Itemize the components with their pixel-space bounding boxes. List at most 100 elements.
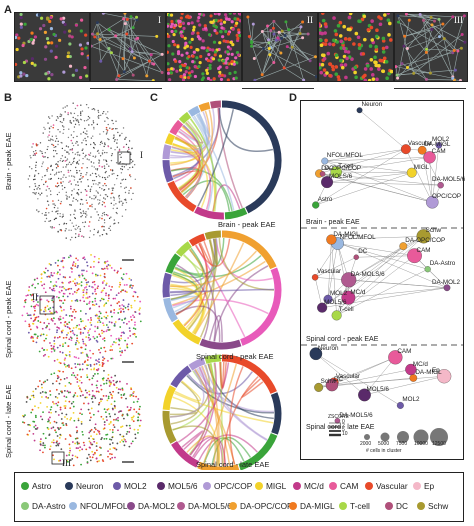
network-node-label: DA-MOL2 xyxy=(432,278,460,286)
network-node-label: DC xyxy=(333,376,344,384)
legend-item: DC xyxy=(385,501,408,511)
d-label-sc-late: Spinal cord - late EAE xyxy=(306,424,375,431)
network-panel xyxy=(300,100,464,460)
zscore-legend-value: 10 xyxy=(342,431,348,437)
size-legend-value: 5000 xyxy=(378,441,390,447)
network-node-label: DA-MOL5/6 xyxy=(432,176,466,184)
network-node-label: Vascular xyxy=(407,140,432,148)
legend-item: Ep xyxy=(413,481,434,491)
network-node-label: Ep xyxy=(432,367,440,375)
network-node-label: MIGL xyxy=(413,163,430,171)
network-node-label: T-cell xyxy=(338,306,354,314)
legend-label: Vascular xyxy=(376,481,408,491)
network-node-label: DA-MIGL xyxy=(424,141,451,149)
legend-swatch xyxy=(157,482,165,490)
tile-brain-overview xyxy=(14,12,90,82)
legend-item: Schw xyxy=(417,501,448,511)
divider xyxy=(90,88,162,89)
network-node-label: DC xyxy=(324,164,334,172)
network-node-label: MOLS/6 xyxy=(329,173,353,181)
legend-label: OPC/COP xyxy=(214,481,253,491)
network-node-label: MC/d xyxy=(350,288,366,296)
legend-swatch xyxy=(21,482,29,490)
inset-label: III xyxy=(62,458,71,468)
legend-label: DC xyxy=(396,501,408,511)
legend-swatch xyxy=(413,482,421,490)
tile-sc-late-overview xyxy=(318,12,394,82)
b-label-sc-peak: Spinal cord - peak EAE xyxy=(4,280,13,358)
network-node-label: OPC/COP xyxy=(432,193,462,201)
legend-swatch xyxy=(113,482,121,490)
panel-letter-a: A xyxy=(4,4,12,16)
size-legend-value: 12500 xyxy=(432,441,446,447)
network-node-label: Astro xyxy=(317,196,333,203)
network-node-label: MOL5/6 xyxy=(366,385,389,393)
legend-swatch xyxy=(177,502,185,510)
legend-item: DA-MIGL xyxy=(289,501,335,511)
legend-label: DA-MOL5/6 xyxy=(188,501,232,511)
legend-item: NFOL/MFOL xyxy=(69,501,127,511)
b-label-sc-late: Spinal cord - late EAE xyxy=(4,384,13,458)
divider xyxy=(394,88,466,89)
legend-item: Vascular xyxy=(365,481,408,491)
network-node-label: Neuron xyxy=(361,101,383,109)
network-node-label: MOL5/6 xyxy=(324,298,347,306)
legend-label: CAM xyxy=(340,481,359,491)
legend-label: NFOL/MFOL xyxy=(80,501,128,511)
zscore-legend-title: ZSCORE xyxy=(328,414,349,420)
legend-label: Astro xyxy=(32,481,52,491)
legend-swatch xyxy=(69,502,77,510)
tile-label: I xyxy=(158,15,161,25)
zscore-legend-value: 5 xyxy=(342,427,345,433)
legend-swatch xyxy=(417,502,425,510)
legend-item: MOL2 xyxy=(113,481,147,491)
tissue-maps xyxy=(21,102,142,467)
zscore-legend-value: 0 xyxy=(342,419,345,425)
legend-swatch xyxy=(339,502,347,510)
legend-item: DA-MOL5/6 xyxy=(177,501,232,511)
network-node-label: Neuron xyxy=(317,344,339,352)
legend-label: Neuron xyxy=(76,481,104,491)
chord-diagrams xyxy=(162,100,282,470)
network-node-label: NFOL/MFOL xyxy=(339,234,376,242)
cell-type-legend: Astro Neuron MOL2 MOL5/6 OPC/COP MIGL MC/d CAM V… xyxy=(14,472,464,522)
size-legend-value: 7500 xyxy=(396,441,408,447)
legend-label: Schw xyxy=(428,501,449,511)
network-node-label: DA-MOL5/6 xyxy=(339,411,373,419)
network-node-label: DA-Astro xyxy=(429,260,456,268)
legend-item: DA-Astro xyxy=(21,501,66,511)
legend-swatch xyxy=(229,502,237,510)
network-node-label: CAM xyxy=(416,246,431,254)
inset-label: I xyxy=(140,150,143,160)
legend-label: MC/d xyxy=(304,481,324,491)
network-node-label: DC xyxy=(358,248,368,256)
legend-swatch xyxy=(329,482,337,490)
network-node-label: CAM xyxy=(431,148,446,156)
tile-sc-late-network: III xyxy=(394,12,468,82)
legend-label: DA-OPC/COP xyxy=(240,501,293,511)
tile-sc-peak-network: II xyxy=(242,12,318,82)
legend-swatch xyxy=(65,482,73,490)
network-node-label: DA-OPC/COP xyxy=(321,164,362,172)
tile-brain-network: I xyxy=(90,12,166,82)
network-node-label: Vascular xyxy=(335,373,360,381)
panel-letter-d: D xyxy=(289,92,297,104)
d-label-sc-peak: Spinal cord - peak EAE xyxy=(306,336,379,343)
network-node-label: MOL2 xyxy=(402,396,420,404)
legend-label: DA-MIGL xyxy=(300,501,335,511)
legend-swatch xyxy=(21,502,29,510)
legend-swatch xyxy=(365,482,373,490)
c-label-sc-peak: Spinal cord - peak EAE xyxy=(196,352,274,361)
legend-item: Neuron xyxy=(65,481,103,491)
network-node-label: DA-MIGL xyxy=(333,230,360,238)
legend-item: CAM xyxy=(329,481,358,491)
d-label-brain: Brain - peak EAE xyxy=(306,219,360,226)
network-node-label: CAM xyxy=(397,348,412,356)
network-node-label: MC/d xyxy=(412,360,428,368)
c-label-sc-late: Spinal cord - late EAE xyxy=(196,460,270,469)
legend-item: MC/d xyxy=(293,481,324,491)
network-node-label: Vascular xyxy=(317,268,342,276)
legend-item: MIGL xyxy=(255,481,286,491)
network-node-label: MOL2 xyxy=(330,290,348,298)
legend-item: Astro xyxy=(21,481,51,491)
